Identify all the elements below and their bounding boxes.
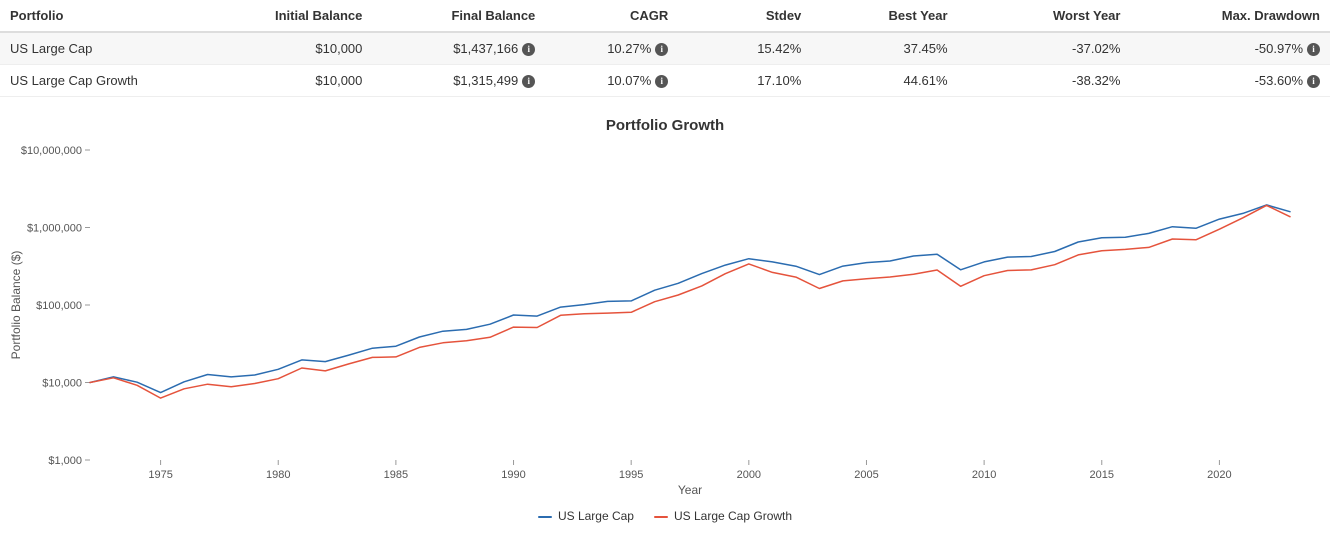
table-cell: 17.10%	[678, 65, 811, 97]
svg-text:2015: 2015	[1090, 469, 1114, 481]
col-header: Portfolio	[0, 0, 213, 32]
table-row: US Large Cap$10,000$1,437,166i10.27%i15.…	[0, 32, 1330, 65]
svg-text:$100,000: $100,000	[36, 300, 82, 312]
svg-text:1995: 1995	[619, 469, 643, 481]
svg-text:1980: 1980	[266, 469, 290, 481]
col-header: Best Year	[811, 0, 957, 32]
svg-text:1975: 1975	[148, 469, 172, 481]
col-header: Max. Drawdown	[1130, 0, 1330, 32]
info-icon[interactable]: i	[655, 43, 668, 56]
chart-title: Portfolio Growth	[0, 117, 1330, 134]
info-icon[interactable]: i	[655, 75, 668, 88]
legend-swatch	[538, 516, 552, 518]
svg-text:$10,000,000: $10,000,000	[21, 145, 82, 157]
chart-svg: $1,000 $10,000 $100,000 $1,000,000 $10,000,0…	[0, 140, 1300, 500]
table-cell: 10.27%i	[545, 32, 678, 65]
info-icon[interactable]: i	[1307, 43, 1320, 56]
legend-item[interactable]: US Large Cap Growth	[654, 509, 792, 523]
table-cell: 10.07%i	[545, 65, 678, 97]
info-icon[interactable]: i	[1307, 75, 1320, 88]
portfolio-performance-table: PortfolioInitial BalanceFinal BalanceCAG…	[0, 0, 1330, 97]
col-header: Worst Year	[958, 0, 1131, 32]
chart-legend: US Large Cap US Large Cap Growth	[0, 509, 1330, 523]
info-icon[interactable]: i	[522, 75, 535, 88]
svg-text:$1,000,000: $1,000,000	[27, 223, 82, 235]
svg-text:$10,000: $10,000	[42, 378, 82, 390]
col-header: CAGR	[545, 0, 678, 32]
table-cell: $10,000	[213, 32, 373, 65]
svg-text:2005: 2005	[854, 469, 878, 481]
table-cell: -50.97%i	[1130, 32, 1330, 65]
table-cell: -53.60%i	[1130, 65, 1330, 97]
series-line	[90, 206, 1290, 399]
svg-text:1985: 1985	[384, 469, 408, 481]
table-cell: -37.02%	[958, 32, 1131, 65]
svg-text:2000: 2000	[737, 469, 761, 481]
info-icon[interactable]: i	[522, 43, 535, 56]
col-header: Initial Balance	[213, 0, 373, 32]
legend-swatch	[654, 516, 668, 518]
table-cell: 37.45%	[811, 32, 957, 65]
svg-text:$1,000: $1,000	[48, 455, 82, 467]
col-header: Stdev	[678, 0, 811, 32]
table-row: US Large Cap Growth$10,000$1,315,499i10.…	[0, 65, 1330, 97]
svg-text:2020: 2020	[1207, 469, 1231, 481]
table-cell: US Large Cap Growth	[0, 65, 213, 97]
col-header: Final Balance	[372, 0, 545, 32]
svg-text:Portfolio Balance ($): Portfolio Balance ($)	[9, 251, 23, 360]
table-cell: $10,000	[213, 65, 373, 97]
table-cell: -38.32%	[958, 65, 1131, 97]
portfolio-growth-chart: Portfolio Growth $1,000$10,000$100,000$1…	[0, 117, 1330, 523]
svg-text:Year: Year	[678, 483, 702, 497]
series-line	[90, 205, 1290, 393]
svg-text:1990: 1990	[501, 469, 525, 481]
table-cell: 44.61%	[811, 65, 957, 97]
table-cell: $1,437,166i	[372, 32, 545, 65]
svg-text:2010: 2010	[972, 469, 996, 481]
table-cell: $1,315,499i	[372, 65, 545, 97]
table-cell: 15.42%	[678, 32, 811, 65]
legend-item[interactable]: US Large Cap	[538, 509, 634, 523]
table-cell: US Large Cap	[0, 32, 213, 65]
